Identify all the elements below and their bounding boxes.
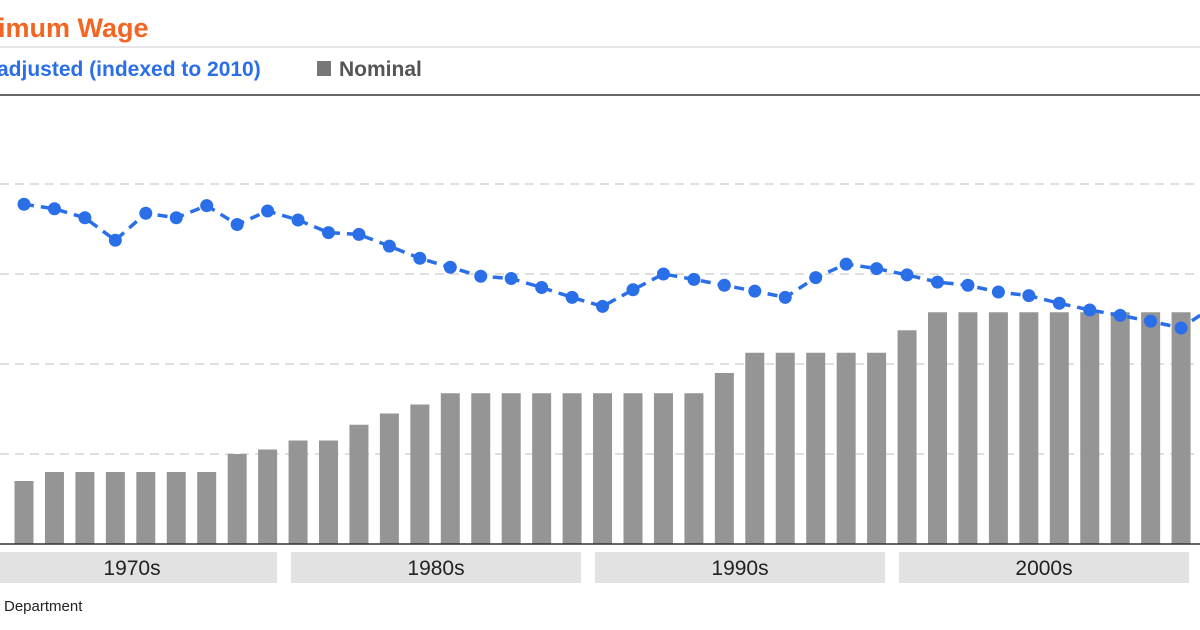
nominal-bar [14,481,34,544]
decade-band [291,552,581,583]
nominal-bar [988,312,1008,544]
source-note: Department [4,598,83,615]
adjusted-point [1052,296,1066,310]
adjusted-point [291,213,305,227]
nominal-bar [745,352,765,544]
adjusted-point [504,272,518,285]
nominal-bar [1171,312,1191,544]
adjusted-point [991,285,1005,299]
nominal-bar [714,373,734,544]
adjusted-line-series [17,197,1200,335]
nominal-bar [258,449,278,544]
decade-band [899,552,1189,583]
decade-label: 1980s [407,557,464,580]
decade-label: 2000s [1015,557,1072,580]
nominal-bar [410,404,430,544]
nominal-bar [44,472,64,544]
nominal-bar [593,393,613,544]
nominal-bar [532,393,552,544]
nominal-bar [562,393,582,544]
nominal-bar [958,312,978,544]
decade-label: 1970s [103,557,160,580]
adjusted-point [139,206,153,220]
nominal-bar [319,440,338,544]
adjusted-point [778,290,792,304]
adjusted-point [17,197,31,211]
adjusted-point [78,211,92,225]
adjusted-point [1174,321,1188,335]
adjusted-point [535,281,549,294]
nominal-bar [836,352,856,544]
adjusted-point [748,284,762,298]
nominal-bar [928,312,947,544]
adjusted-point [352,227,366,241]
adjusted-point [717,278,731,292]
chart-title: imum Wage [0,13,149,43]
adjusted-point [931,275,944,289]
adjusted-line [23,202,1200,330]
nominal-bar [897,330,917,544]
legend-label-nominal: Nominal [339,58,422,81]
adjusted-point [413,251,427,265]
adjusted-point [1113,308,1127,322]
adjusted-point [47,202,61,216]
adjusted-point [474,269,488,283]
adjusted-point [565,290,579,304]
adjusted-point [687,272,701,286]
adjusted-point [1022,289,1036,303]
nominal-bar [1049,312,1069,544]
adjusted-point [382,239,396,253]
nominal-bar [471,393,491,544]
adjusted-point [169,211,183,225]
adjusted-point [1083,303,1097,317]
adjusted-point [900,268,914,282]
nominal-bar [136,472,156,544]
nominal-bar [775,352,795,544]
legend: adjusted (indexed to 2010) Nominal [0,58,422,81]
adjusted-point [1144,314,1158,328]
nominal-bar [75,472,95,544]
nominal-bar [197,472,217,544]
nominal-bar [1141,312,1161,544]
decade-band [0,552,277,583]
adjusted-point [261,204,275,218]
decade-axis: 1970s 1980s 1990s 2000s [0,552,1189,583]
nominal-bars [14,312,1191,544]
nominal-bar [867,352,887,544]
nominal-bar [623,393,643,544]
adjusted-point [626,283,640,297]
adjusted-point [809,271,823,285]
adjusted-point [443,260,457,274]
adjusted-point [839,257,853,271]
nominal-bar [684,393,704,544]
nominal-bar [440,393,460,544]
nominal-bar [501,393,521,544]
legend-label-adjusted: adjusted (indexed to 2010) [0,58,261,81]
adjusted-point [870,262,884,276]
adjusted-point [596,299,610,313]
nominal-bar [166,472,186,544]
nominal-bar [806,352,826,544]
nominal-bar [227,454,247,544]
adjusted-point [108,233,122,247]
nominal-bar [349,424,369,544]
nominal-bar [105,472,125,544]
adjusted-point [322,226,335,240]
nominal-bar [288,440,308,544]
nominal-bar [653,393,673,544]
nominal-bar [1110,312,1130,544]
legend-swatch-nominal [317,61,331,76]
adjusted-point [200,199,214,213]
adjusted-point [961,278,975,292]
decade-label: 1990s [711,557,768,580]
nominal-bar [379,413,399,544]
nominal-bar [1080,312,1100,544]
adjusted-point [656,267,670,281]
decade-band [595,552,885,583]
adjusted-point [230,218,244,231]
nominal-bar [1019,312,1039,544]
